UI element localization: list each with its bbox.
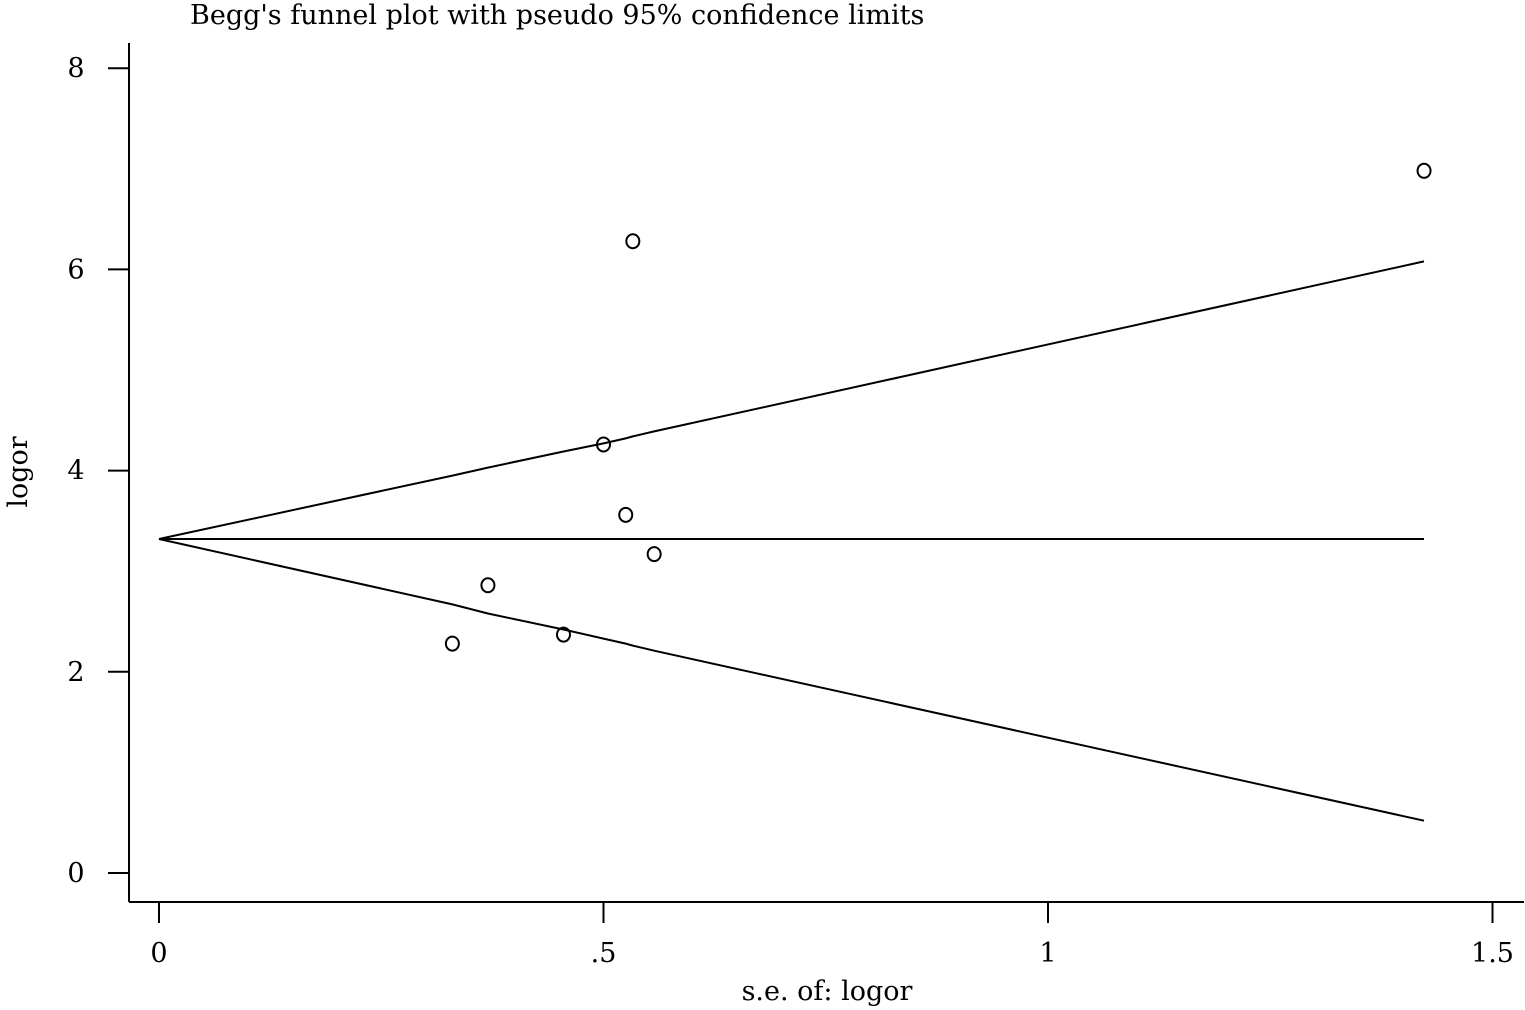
x-tick-label: 1 xyxy=(1039,938,1056,969)
y-ticks: 0 2 4 6 8 xyxy=(67,53,129,889)
data-point xyxy=(444,635,460,652)
y-tick-label: 4 xyxy=(67,456,84,487)
data-point xyxy=(1416,162,1432,179)
y-tick-label: 2 xyxy=(67,657,84,688)
upper-confidence-limit-line xyxy=(158,260,1425,540)
chart-title: Begg's funnel plot with pseudo 95% confi… xyxy=(190,0,924,31)
axes xyxy=(128,43,1524,903)
data-point xyxy=(555,626,571,643)
y-tick-label: 0 xyxy=(67,858,84,889)
x-axis-title: s.e. of: logor xyxy=(742,976,913,1007)
x-ticks: 0 .5 1 1.5 xyxy=(150,902,1514,969)
data-point xyxy=(480,577,496,594)
y-tick-label: 8 xyxy=(67,53,84,84)
x-tick-label: 0 xyxy=(150,938,167,969)
y-tick-label: 6 xyxy=(67,254,84,285)
lower-confidence-limit-line xyxy=(158,538,1425,822)
x-tick-label: .5 xyxy=(591,938,617,969)
x-tick-label: 1.5 xyxy=(1471,938,1514,969)
data-point xyxy=(625,233,641,250)
data-point xyxy=(618,506,634,523)
funnel-lines xyxy=(158,260,1425,822)
data-point xyxy=(596,436,611,453)
data-point xyxy=(646,546,662,563)
study-points xyxy=(444,162,1432,652)
y-axis-title: logor xyxy=(3,436,34,507)
